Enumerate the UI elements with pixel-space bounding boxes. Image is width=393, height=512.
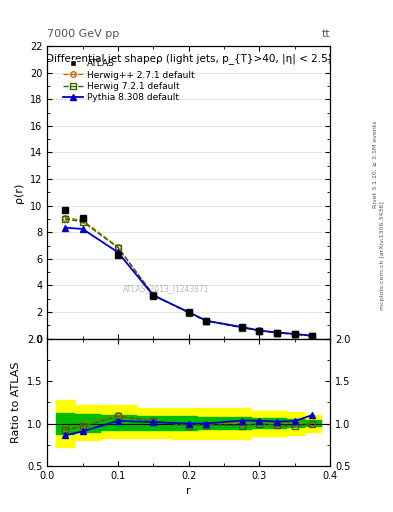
Text: 7000 GeV pp: 7000 GeV pp (47, 29, 119, 39)
Text: ATLAS_2013_I1243871: ATLAS_2013_I1243871 (123, 285, 209, 293)
Text: Rivet 3.1.10, ≥ 3.1M events: Rivet 3.1.10, ≥ 3.1M events (373, 120, 378, 207)
Text: Differential jet shapeρ (light jets, p_{T}>40, |η| < 2.5): Differential jet shapeρ (light jets, p_{… (46, 53, 332, 65)
Legend: ATLAS, Herwig++ 2.7.1 default, Herwig 7.2.1 default, Pythia 8.308 default: ATLAS, Herwig++ 2.7.1 default, Herwig 7.… (63, 59, 195, 102)
Y-axis label: ρ(r): ρ(r) (14, 182, 24, 203)
Text: mcplots.cern.ch [arXiv:1306.3436]: mcplots.cern.ch [arXiv:1306.3436] (380, 202, 385, 310)
X-axis label: r: r (186, 486, 191, 496)
Text: tt: tt (321, 29, 330, 39)
Y-axis label: Ratio to ATLAS: Ratio to ATLAS (11, 361, 21, 443)
